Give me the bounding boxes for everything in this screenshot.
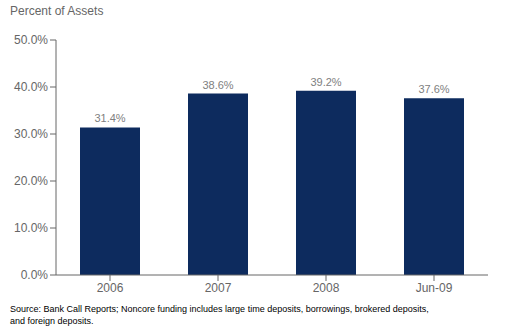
svg-text:38.6%: 38.6% [202, 79, 233, 91]
svg-text:Jun-09: Jun-09 [416, 281, 453, 295]
svg-text:31.4%: 31.4% [94, 112, 125, 124]
svg-text:20.0%: 20.0% [14, 174, 48, 188]
svg-text:39.2%: 39.2% [310, 76, 341, 88]
svg-text:2007: 2007 [205, 281, 232, 295]
svg-text:30.0%: 30.0% [14, 127, 48, 141]
svg-text:10.0%: 10.0% [14, 221, 48, 235]
svg-text:0.0%: 0.0% [21, 268, 49, 282]
svg-text:2008: 2008 [313, 281, 340, 295]
svg-text:37.6%: 37.6% [418, 83, 449, 95]
svg-text:50.0%: 50.0% [14, 33, 48, 47]
html-text:Percent of Assets: Percent of Assets [10, 4, 104, 18]
svg-text:2006: 2006 [97, 281, 124, 295]
svg-text:40.0%: 40.0% [14, 80, 48, 94]
html-text:Source: Bank Call Reports; Non: Source: Bank Call Reports; Noncore fundi… [10, 304, 429, 326]
